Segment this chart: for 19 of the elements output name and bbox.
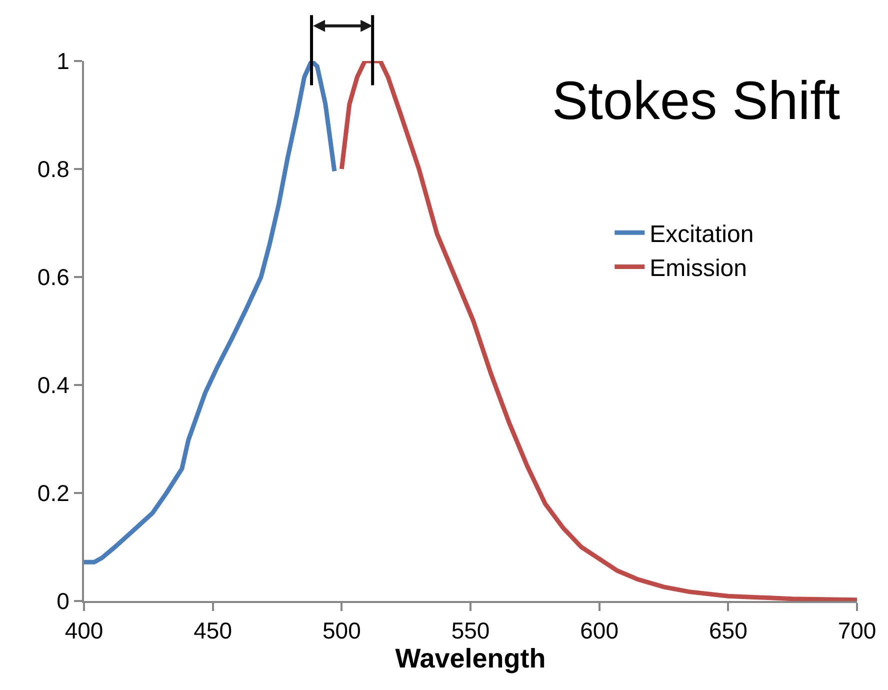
legend-label: Emission: [650, 255, 747, 282]
annotation: Stokes Shift: [552, 71, 840, 131]
y-tick-label: 1: [56, 48, 70, 74]
legend-label: Excitation: [650, 220, 754, 248]
y-tick-label: 0.8: [37, 156, 70, 182]
x-tick-label: 650: [708, 618, 748, 644]
x-tick-label: 550: [451, 618, 490, 644]
x-tick-label: 400: [64, 618, 104, 644]
x-tick-label: 450: [194, 618, 232, 644]
x-tick-label: 700: [838, 618, 876, 644]
line-series: [84, 61, 337, 564]
x-tick-label: 600: [580, 618, 619, 644]
line-series: [339, 61, 857, 601]
y-tick-label: 0.4: [37, 372, 70, 398]
y-tick-label: 0.2: [37, 480, 70, 506]
y-tick-label: 0.6: [37, 264, 70, 290]
y-tick-label: 0: [56, 588, 70, 614]
x-tick-label: 500: [322, 618, 361, 644]
x-axis-title: Wavelength: [395, 644, 546, 674]
